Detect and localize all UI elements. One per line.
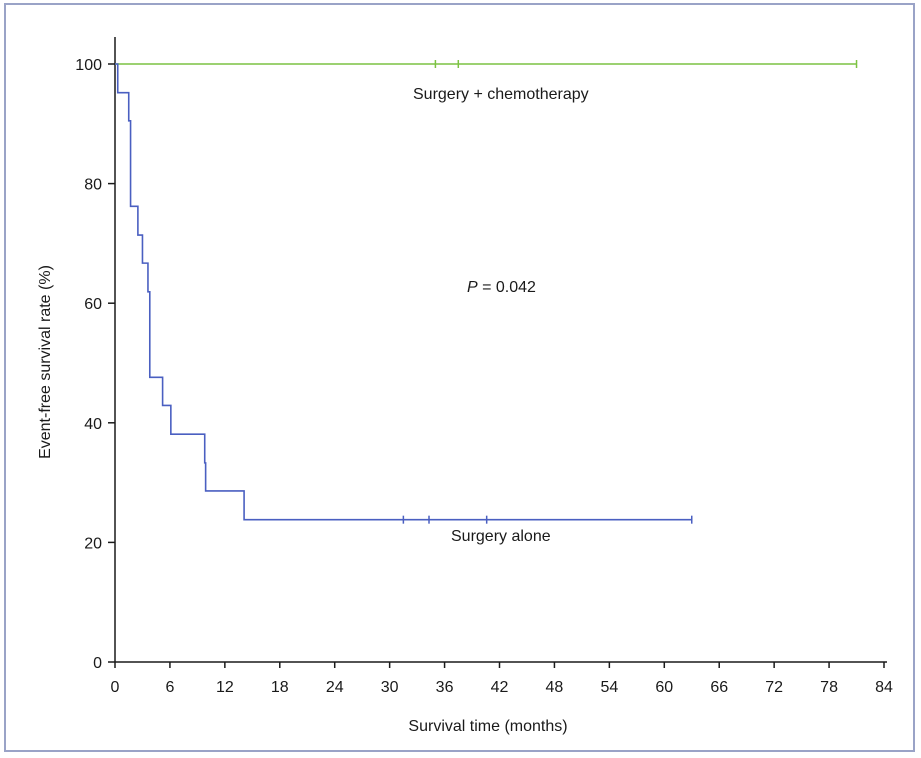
- y-tick-label: 60: [84, 296, 102, 313]
- x-tick-label: 36: [436, 679, 454, 696]
- x-tick-label: 78: [820, 679, 838, 696]
- y-tick-label: 40: [84, 416, 102, 433]
- x-tick-label: 30: [381, 679, 399, 696]
- y-tick-label: 20: [84, 535, 102, 552]
- x-tick-label: 24: [326, 679, 344, 696]
- x-tick-label: 48: [546, 679, 564, 696]
- ticks: 0 6 12 18 24 30 36 42 48 54 60 66 72 78 84 0 20 40 60 80 100: [75, 57, 893, 696]
- series-label-surgery-chemotherapy: Surgery + chemotherapy: [413, 86, 589, 103]
- x-tick-label: 54: [600, 679, 618, 696]
- series-layer: [115, 60, 858, 524]
- y-axis-title: Event-free survival rate (%): [37, 265, 54, 459]
- axes: [114, 37, 887, 663]
- y-tick-label: 0: [93, 655, 102, 672]
- x-tick-label: 12: [216, 679, 234, 696]
- x-tick-label: 6: [165, 679, 174, 696]
- x-tick-label: 60: [655, 679, 673, 696]
- series-label-surgery-alone: Surgery alone: [451, 528, 551, 545]
- x-tick-label: 42: [491, 679, 509, 696]
- p-symbol: P: [467, 279, 478, 296]
- x-axis-title: Survival time (months): [408, 718, 567, 735]
- x-tick-label: 66: [710, 679, 728, 696]
- x-tick-label: 72: [765, 679, 783, 696]
- p-value-annotation: P = 0.042: [467, 279, 536, 296]
- x-tick-label: 0: [111, 679, 120, 696]
- x-tick-label: 84: [875, 679, 893, 696]
- series-line-surgery-alone: [115, 63, 692, 521]
- y-tick-label: 100: [75, 57, 102, 74]
- x-tick-label: 18: [271, 679, 289, 696]
- p-value: = 0.042: [478, 279, 536, 296]
- y-tick-label: 80: [84, 177, 102, 194]
